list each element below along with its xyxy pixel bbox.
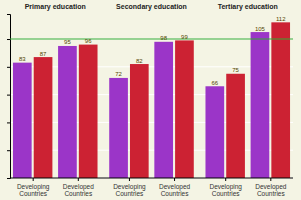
x-tick-label: DevelopedCountries [255, 183, 286, 197]
background [0, 0, 301, 200]
data-label: 82 [136, 58, 143, 64]
x-tick: DevelopingCountries [113, 178, 146, 197]
data-label: 96 [85, 38, 92, 44]
x-axis-line [10, 178, 293, 179]
bar [251, 32, 270, 178]
y-tick-mark [7, 178, 10, 179]
x-tick-label-line: Countries [161, 190, 190, 197]
group-title: Secondary education [116, 3, 187, 11]
grid-line [10, 66, 293, 67]
plot: DevelopingCountries DevelopedCountries Dev… [7, 15, 293, 197]
x-tick-mark [225, 178, 226, 181]
y-tick [7, 122, 10, 123]
x-tick-mark [78, 178, 79, 181]
data-labels: 83 95 72 98 66 105 87 96 82 99 75 112 [19, 16, 286, 86]
data-label: 98 [160, 35, 167, 41]
data-label: 75 [232, 67, 239, 73]
data-label: 95 [64, 39, 71, 45]
bar [205, 86, 224, 178]
x-tick-label-line: Countries [19, 190, 48, 197]
x-tick-label: DevelopingCountries [209, 183, 242, 197]
y-tick-mark [7, 122, 10, 123]
data-label: 87 [40, 51, 47, 57]
marks [10, 22, 293, 178]
bar [109, 78, 128, 178]
bar [79, 45, 98, 178]
bar [130, 64, 149, 178]
bar [271, 22, 290, 178]
data-label: 112 [276, 16, 286, 22]
x-tick-label-line: Countries [257, 190, 286, 197]
x-tick-mark [270, 178, 271, 181]
y-tick [7, 178, 10, 179]
grid-line [10, 150, 293, 151]
chart: DevelopingCountries DevelopedCountries Dev… [0, 0, 301, 200]
x-tick-label-line: Countries [212, 190, 241, 197]
y-tick-mark [7, 67, 10, 68]
x-axis: DevelopingCountries DevelopedCountries Dev… [10, 178, 293, 197]
grid-line [10, 94, 293, 95]
x-tick-label-line: Countries [64, 190, 93, 197]
x-tick: DevelopedCountries [63, 178, 94, 197]
bar [13, 63, 32, 178]
y-tick [7, 150, 10, 151]
x-tick: DevelopingCountries [209, 178, 242, 197]
bar [58, 46, 77, 178]
bar [34, 57, 53, 178]
y-tick-mark [7, 95, 10, 96]
group-titles: Primary education Secondary education Tert… [25, 3, 278, 11]
bar [226, 74, 245, 178]
group-title: Tertiary education [218, 3, 278, 11]
x-tick: DevelopedCountries [255, 178, 286, 197]
x-tick-label-line: Countries [116, 190, 145, 197]
y-tick [7, 95, 10, 96]
x-tick-mark [129, 178, 130, 181]
grid-line [10, 39, 293, 40]
x-tick-label: DevelopingCountries [113, 183, 146, 197]
data-label: 66 [211, 80, 218, 86]
x-tick-label: DevelopedCountries [159, 183, 190, 197]
data-label: 99 [181, 34, 188, 40]
data-label: 83 [19, 56, 26, 62]
grid-line [10, 122, 293, 123]
bar [154, 42, 173, 178]
grid-line [10, 178, 293, 179]
y-tick [7, 67, 10, 68]
x-tick-label: DevelopedCountries [63, 183, 94, 197]
group-title: Primary education [25, 3, 86, 11]
y-axis [7, 15, 11, 179]
x-tick: DevelopedCountries [159, 178, 190, 197]
x-tick-label: DevelopingCountries [17, 183, 50, 197]
y-axis-line [7, 15, 11, 179]
y-tick [7, 39, 10, 40]
y-tick-mark [7, 150, 10, 151]
bar [175, 40, 194, 178]
grid [10, 39, 293, 178]
x-tick-mark [33, 178, 34, 181]
data-label: 72 [115, 71, 122, 77]
x-tick: DevelopingCountries [17, 178, 50, 197]
reference-line [10, 38, 293, 39]
y-tick-mark [7, 39, 10, 40]
x-tick-mark [174, 178, 175, 181]
data-label: 105 [255, 26, 266, 32]
